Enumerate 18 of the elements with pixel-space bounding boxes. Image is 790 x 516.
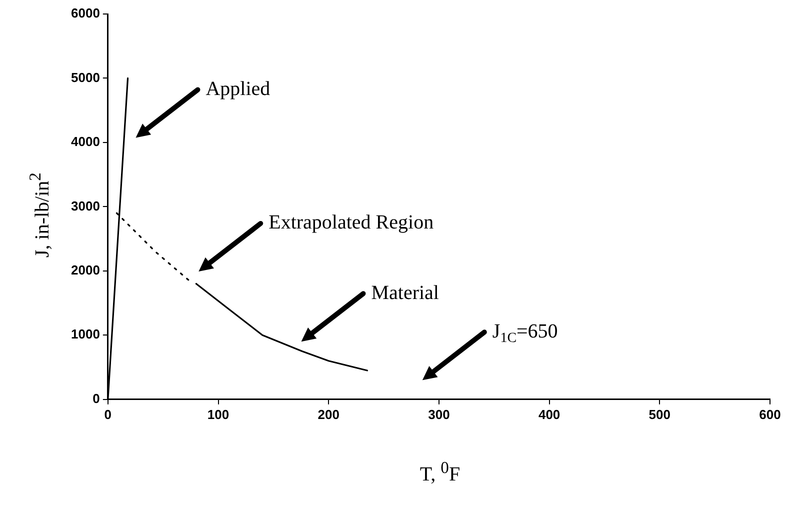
y-tick-label: 3000 (71, 198, 100, 214)
y-tick-label: 2000 (71, 262, 100, 278)
x-axis-title: T, $^{0}$F (420, 458, 460, 487)
x-tick-label: 200 (318, 406, 340, 422)
y-tick-label: 1000 (71, 326, 100, 342)
annotation: Applied (206, 78, 270, 100)
x-tick-label: 400 (538, 406, 560, 422)
y-tick-label: 0 (92, 390, 100, 406)
y-tick-label: 6000 (71, 6, 100, 21)
x-tick-label: 0 (104, 406, 112, 422)
annotation: Material (371, 282, 440, 304)
x-tick-label: 100 (207, 406, 230, 422)
x-tick-label: 300 (428, 406, 450, 422)
y-tick-label: 5000 (71, 70, 100, 85)
x-tick-label: 600 (759, 406, 781, 422)
y-tick-label: 4000 (71, 134, 100, 150)
x-tick-label: 500 (648, 406, 671, 422)
annotation: Extrapolated Region (268, 212, 434, 234)
